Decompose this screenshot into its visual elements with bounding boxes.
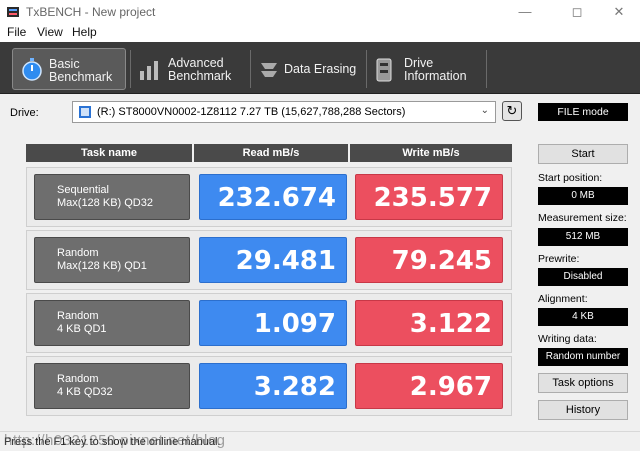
eraser-icon bbox=[261, 63, 277, 77]
tab-divider bbox=[250, 50, 251, 88]
app-icon bbox=[7, 7, 19, 17]
minimize-button[interactable]: — bbox=[518, 4, 532, 19]
drive-selected-value: (R:) ST8000VN0002-1Z8112 7.27 TB (15,627… bbox=[97, 106, 406, 118]
task-name: Random bbox=[57, 310, 99, 322]
history-button[interactable]: History bbox=[538, 400, 628, 420]
title-bar: TxBENCH - New project — ◻ ✕ bbox=[0, 0, 640, 24]
task-options-button[interactable]: Task options bbox=[538, 373, 628, 393]
menu-help[interactable]: Help bbox=[72, 25, 97, 39]
read-value: 232.674 bbox=[199, 174, 347, 220]
drive-select[interactable]: (R:) ST8000VN0002-1Z8112 7.27 TB (15,627… bbox=[72, 101, 496, 123]
writing-data-value[interactable]: Random number bbox=[538, 348, 628, 366]
write-value: 235.577 bbox=[355, 174, 503, 220]
tab-divider bbox=[366, 50, 367, 88]
chevron-down-icon: ⌄ bbox=[480, 105, 489, 116]
menu-view[interactable]: View bbox=[37, 25, 63, 39]
task-name: Random bbox=[57, 373, 99, 385]
tab-label: Data Erasing bbox=[284, 62, 357, 76]
writing-data-label: Writing data: bbox=[538, 333, 597, 345]
task-button[interactable]: Random 4 KB QD1 bbox=[34, 300, 190, 346]
task-detail: Max(128 KB) QD1 bbox=[57, 260, 147, 272]
status-text: Press the F1 key to show the online manu… bbox=[4, 436, 221, 448]
tab-divider bbox=[486, 50, 487, 88]
start-position-value[interactable]: 0 MB bbox=[538, 187, 628, 205]
measurement-size-value[interactable]: 512 MB bbox=[538, 228, 628, 246]
tab-divider bbox=[130, 50, 131, 88]
prewrite-label: Prewrite: bbox=[538, 253, 580, 265]
read-value: 1.097 bbox=[199, 300, 347, 346]
write-value: 2.967 bbox=[355, 363, 503, 409]
read-value: 3.282 bbox=[199, 363, 347, 409]
status-bar: Press the F1 key to show the online manu… bbox=[0, 431, 640, 451]
header-write: Write mB/s bbox=[350, 144, 512, 162]
read-value: 29.481 bbox=[199, 237, 347, 283]
mode-indicator: FILE mode bbox=[538, 103, 628, 121]
header-read: Read mB/s bbox=[194, 144, 348, 162]
close-button[interactable]: ✕ bbox=[613, 4, 625, 19]
tab-label: Drive Information bbox=[404, 56, 467, 83]
measurement-size-label: Measurement size: bbox=[538, 212, 627, 224]
refresh-button[interactable]: ↻ bbox=[502, 101, 522, 121]
task-name: Random bbox=[57, 247, 99, 259]
start-button[interactable]: Start bbox=[538, 144, 628, 164]
tab-advanced-benchmark[interactable]: Advanced Benchmark bbox=[134, 48, 250, 90]
bar-chart-icon bbox=[140, 61, 158, 80]
alignment-label: Alignment: bbox=[538, 293, 588, 305]
tab-drive-information[interactable]: Drive Information bbox=[370, 48, 482, 90]
start-position-label: Start position: bbox=[538, 172, 603, 184]
write-value: 79.245 bbox=[355, 237, 503, 283]
tab-label: Advanced Benchmark bbox=[168, 56, 232, 83]
task-name: Sequential bbox=[57, 184, 109, 196]
drive-label: Drive: bbox=[10, 107, 39, 119]
prewrite-value[interactable]: Disabled bbox=[538, 268, 628, 286]
task-detail: 4 KB QD32 bbox=[57, 386, 113, 398]
tab-data-erasing[interactable]: Data Erasing bbox=[254, 48, 362, 90]
refresh-icon: ↻ bbox=[506, 103, 518, 118]
window-title: TxBENCH - New project bbox=[26, 5, 156, 19]
tab-label: Basic Benchmark bbox=[49, 57, 113, 84]
maximize-button[interactable]: ◻ bbox=[571, 4, 583, 19]
menu-file[interactable]: File bbox=[7, 25, 27, 39]
write-value: 3.122 bbox=[355, 300, 503, 346]
menu-bar: File View Help bbox=[0, 24, 640, 42]
drive-icon bbox=[79, 106, 91, 118]
watermark: http://h0321250.pixnet.net/blog bbox=[4, 432, 226, 449]
stopwatch-icon bbox=[22, 58, 42, 81]
alignment-value[interactable]: 4 KB bbox=[538, 308, 628, 326]
drive-info-icon bbox=[376, 58, 392, 82]
task-button[interactable]: Sequential Max(128 KB) QD32 bbox=[34, 174, 190, 220]
header-task-name: Task name bbox=[26, 144, 192, 162]
tab-basic-benchmark[interactable]: Basic Benchmark bbox=[12, 48, 126, 90]
task-detail: Max(128 KB) QD32 bbox=[57, 197, 153, 209]
task-button[interactable]: Random Max(128 KB) QD1 bbox=[34, 237, 190, 283]
task-button[interactable]: Random 4 KB QD32 bbox=[34, 363, 190, 409]
task-detail: 4 KB QD1 bbox=[57, 323, 107, 335]
tab-toolbar: Basic Benchmark Advanced Benchmark Data … bbox=[0, 42, 640, 94]
